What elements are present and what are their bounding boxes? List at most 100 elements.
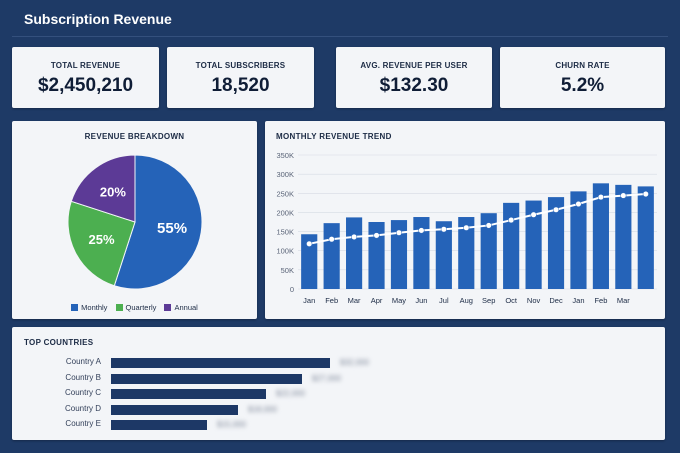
pie-slice-quarterly	[67, 200, 136, 287]
legend-swatch	[115, 304, 123, 311]
pie-value-label: 20%	[100, 185, 126, 200]
trend-point	[463, 224, 470, 231]
x-tick-label: Dec	[549, 296, 563, 305]
trend-point	[620, 192, 627, 199]
trend-point	[597, 194, 604, 201]
x-tick-label: Jul	[439, 296, 449, 305]
y-tick-label: 300K	[276, 170, 294, 179]
x-tick-label: Apr	[371, 296, 383, 305]
kpi-card-churn-rate: CHURN RATE 5.2%	[500, 47, 665, 108]
revenue-bar	[547, 197, 565, 289]
x-tick-label: Feb	[325, 296, 338, 305]
legend-label: Quarterly	[125, 303, 157, 312]
revenue-bar	[458, 217, 475, 289]
country-label: Country B	[65, 372, 101, 382]
trend-chart: 0 50K 100K 150K 200K 250K 300K 350K Jan Feb Mar Apr…	[276, 151, 657, 305]
revenue-bar	[525, 200, 542, 289]
kpi-label: TOTAL REVENUE	[50, 61, 121, 70]
country-bar	[111, 404, 238, 415]
legend-swatch	[71, 304, 79, 311]
trend-point	[530, 211, 537, 218]
y-tick-label: 250K	[276, 189, 294, 198]
revenue-bar	[390, 220, 408, 289]
pie-slice-annual	[70, 154, 136, 223]
x-tick-label: Mar	[617, 296, 630, 305]
legend-label: Annual	[174, 303, 198, 312]
legend-swatch	[164, 304, 172, 311]
countries-title: TOP COUNTRIES	[24, 338, 94, 347]
trend-point	[485, 222, 492, 229]
trend-point	[328, 236, 335, 243]
x-tick-label: May	[392, 296, 406, 305]
pie-legend: Monthly Quarterly Annual	[12, 303, 257, 312]
kpi-value: $2,450,210	[37, 75, 134, 96]
trend-point	[351, 233, 358, 240]
trend-point	[508, 217, 515, 224]
pie-chart: 55% 25% 20%	[67, 154, 203, 290]
legend-item-annual: Annual	[164, 303, 198, 312]
breakdown-title: REVENUE BREAKDOWN	[84, 132, 185, 141]
x-tick-label: Oct	[505, 296, 518, 305]
x-tick-label: Mar	[348, 296, 361, 305]
pie-value-label: 25%	[89, 232, 115, 247]
kpi-value: 5.2%	[560, 75, 605, 96]
page-header: Subscription Revenue	[12, 0, 668, 37]
trend-point	[440, 226, 447, 233]
country-label: Country E	[65, 419, 101, 428]
kpi-card-avg-revenue: AVG. REVENUE PER USER $132.30	[336, 47, 492, 108]
monthly-revenue-trend-panel: MONTHLY REVENUE TREND 0 50K 100K 150K 200K 25…	[265, 121, 665, 319]
country-label: Country D	[64, 403, 101, 413]
trend-title: MONTHLY REVENUE TREND	[276, 132, 392, 141]
country-value: $22,000	[276, 389, 305, 398]
revenue-bar	[413, 217, 430, 289]
country-bar	[111, 358, 330, 368]
revenue-bar	[435, 221, 452, 289]
revenue-breakdown-panel: REVENUE BREAKDOWN 55% 25% 20% Monthly Quar…	[12, 121, 257, 319]
revenue-bar	[323, 223, 340, 289]
kpi-label: AVG. REVENUE PER USER	[360, 61, 468, 70]
revenue-bar	[503, 202, 520, 289]
trend-point	[395, 229, 403, 236]
kpi-label: TOTAL SUBSCRIBERS	[195, 61, 286, 70]
x-tick-label: Jan	[303, 296, 315, 305]
x-tick-label: Jan	[572, 296, 584, 305]
pie-slice-monthly	[113, 154, 203, 290]
trend-point	[306, 240, 313, 247]
revenue-bar	[615, 184, 632, 289]
kpi-value: 18,520	[211, 75, 270, 96]
country-value: $18,000	[248, 404, 277, 414]
trend-point	[575, 200, 582, 208]
trend-point	[373, 232, 380, 239]
trend-line	[309, 193, 646, 245]
top-countries-panel: TOP COUNTRIES Country A $32,000 Country B $…	[12, 327, 665, 440]
country-value: $32,000	[340, 358, 369, 367]
x-tick-label: Feb	[594, 296, 607, 305]
trend-point	[418, 227, 425, 234]
kpi-value: $132.30	[379, 75, 449, 96]
y-tick-label: 100K	[276, 247, 294, 256]
legend-item-monthly: Monthly	[71, 303, 107, 312]
kpi-label: CHURN RATE	[555, 61, 610, 70]
country-value: $15,000	[217, 420, 246, 429]
y-tick-label: 150K	[276, 228, 294, 237]
page-title: Subscription Revenue	[24, 11, 172, 27]
country-bar	[111, 373, 302, 384]
revenue-bar	[570, 191, 587, 289]
x-tick-label: Aug	[460, 296, 473, 305]
y-tick-label: 0	[290, 285, 294, 294]
pie-value-label: 55%	[157, 220, 187, 237]
country-bar	[111, 389, 266, 399]
trend-point	[552, 206, 560, 213]
y-tick-label: 200K	[276, 208, 294, 217]
kpi-card-total-subscribers: TOTAL SUBSCRIBERS 18,520	[167, 47, 314, 108]
country-label: Country C	[64, 388, 101, 397]
legend-item-quarterly: Quarterly	[115, 303, 157, 312]
legend-label: Monthly	[81, 303, 108, 312]
revenue-bar	[480, 213, 497, 289]
revenue-bar	[301, 234, 318, 289]
y-tick-label: 50K	[281, 266, 294, 275]
revenue-bar	[637, 186, 654, 289]
x-tick-label: Jun	[415, 296, 427, 305]
trend-point	[642, 191, 649, 198]
country-value: $27,000	[312, 373, 341, 383]
